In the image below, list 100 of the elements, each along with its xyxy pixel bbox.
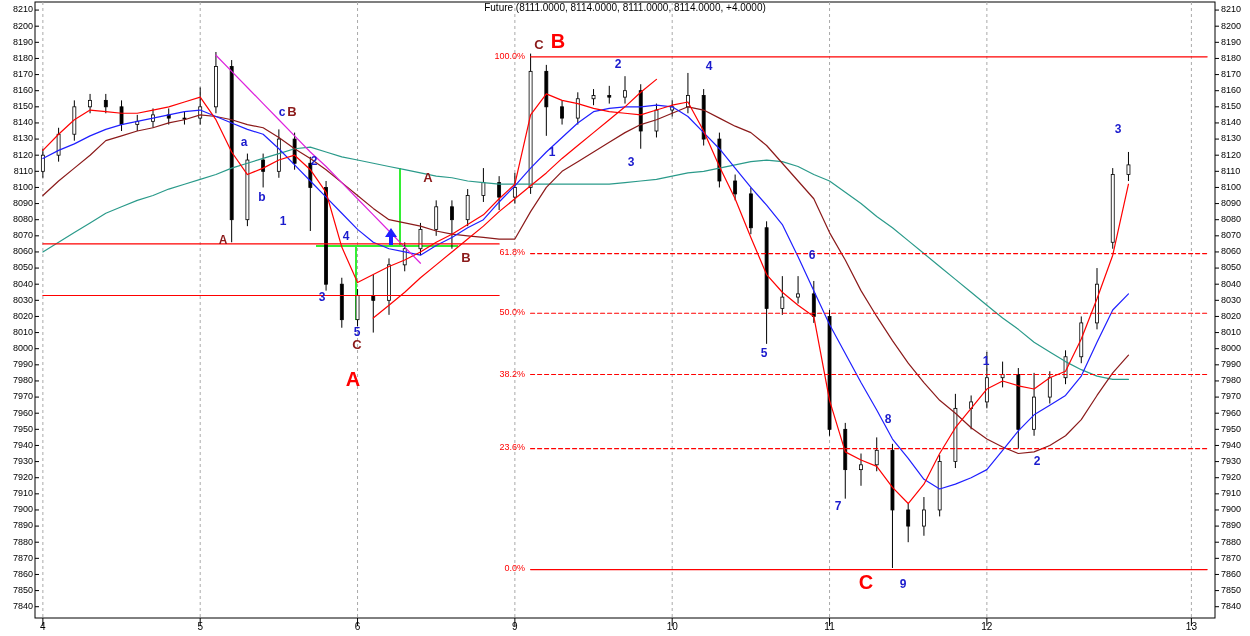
y-tick-label: 7880	[12, 536, 33, 547]
y-tick-label: 8170	[12, 68, 33, 79]
y-tick-label: 7850	[12, 584, 33, 595]
y2-tick-label: 8180	[1221, 52, 1242, 63]
y2-tick-label: 7840	[1221, 601, 1242, 612]
candlestick	[811, 280, 816, 324]
y-tick-label: 8130	[12, 133, 33, 144]
y-tick-label: 8100	[12, 181, 33, 192]
y2-tick-label: 7950	[1221, 423, 1242, 434]
y-tick-label: 8210	[12, 4, 33, 15]
candlestick	[261, 153, 266, 188]
y-tick-label: 7870	[12, 552, 33, 563]
annotation: 9	[899, 577, 907, 592]
y2-tick-label: 7920	[1221, 472, 1242, 483]
candlestick	[450, 199, 454, 250]
y-tick-label: 8180	[12, 52, 33, 63]
y2-tick-label: 8210	[1221, 4, 1242, 15]
y2-tick-label: 8100	[1221, 181, 1242, 192]
y2-tick-label: 8070	[1221, 230, 1242, 241]
x-tick-label: 4	[40, 621, 47, 632]
annotation: 23.6%	[499, 442, 525, 453]
candlestick	[560, 99, 564, 126]
y2-tick-label: 8110	[1221, 165, 1241, 176]
candlestick	[497, 175, 502, 211]
annotation: B	[287, 104, 297, 120]
y2-tick-label: 7880	[1221, 536, 1242, 547]
y-tick-label: 7910	[12, 488, 33, 499]
y2-tick-label: 8040	[1221, 278, 1242, 289]
annotation: 1	[279, 214, 287, 229]
candlestick	[434, 199, 439, 237]
y-tick-label: 7900	[12, 504, 33, 515]
candlestick	[481, 167, 486, 203]
candlestick	[623, 75, 627, 105]
x-tick-label: 6	[354, 621, 361, 632]
y2-tick-label: 8050	[1221, 262, 1242, 273]
y2-tick-label: 7870	[1221, 552, 1242, 563]
line-series	[215, 54, 422, 264]
annotation: 100.0%	[494, 51, 525, 62]
y-tick-label: 7970	[12, 391, 33, 402]
y2-tick-label: 7910	[1221, 488, 1242, 499]
annotation: B	[461, 249, 471, 265]
y-tick-label: 8050	[12, 262, 33, 273]
chart-title: Future (8111.0000, 8114.0000, 8111.0000, 8114.0000, +4.0000)	[484, 2, 766, 13]
y2-tick-label: 8190	[1221, 36, 1242, 47]
candlestick	[88, 93, 92, 114]
annotation: 0.0%	[504, 563, 525, 574]
candlestick	[780, 275, 785, 316]
y-tick-label: 8080	[12, 214, 33, 225]
annotation: 5	[760, 346, 768, 361]
y2-tick-label: 8000	[1221, 343, 1242, 354]
y2-tick-label: 7940	[1221, 439, 1242, 450]
annotation: b	[258, 190, 266, 205]
annotation: 61.8%	[499, 247, 525, 258]
annotation: C	[858, 571, 874, 594]
candlestick	[371, 274, 376, 334]
candlestick	[796, 275, 800, 305]
candlestick	[56, 127, 61, 163]
y-tick-label: 8060	[12, 246, 33, 257]
y2-tick-label: 8060	[1221, 246, 1242, 257]
y-tick-label: 8150	[12, 101, 33, 112]
y2-tick-label: 7850	[1221, 584, 1242, 595]
y2-tick-label: 8090	[1221, 197, 1242, 208]
annotation: A	[423, 170, 434, 186]
x-tick-label: 9	[512, 621, 519, 632]
annotation: 4	[705, 59, 713, 74]
candlestick	[1047, 370, 1052, 405]
candlestick	[969, 394, 974, 430]
y2-tick-label: 7980	[1221, 375, 1242, 386]
annotation: 7	[834, 499, 842, 514]
y-tick-label: 8190	[12, 36, 33, 47]
annotation: A	[345, 368, 361, 391]
y-tick-label: 8120	[12, 149, 33, 160]
candlestick	[733, 174, 738, 201]
annotation: a	[240, 135, 248, 150]
candlestick	[119, 99, 124, 132]
candlestick	[103, 93, 108, 114]
x-tick-label: 13	[1185, 621, 1198, 632]
y-tick-label: 7920	[12, 472, 33, 483]
y-tick-label: 8010	[12, 326, 33, 337]
y-tick-label: 8030	[12, 294, 33, 305]
candlestick	[859, 453, 863, 487]
y-tick-label: 8020	[12, 310, 33, 321]
annotation: 3	[627, 155, 635, 170]
y2-tick-label: 7990	[1221, 359, 1242, 370]
annotation: 2	[614, 57, 622, 72]
y-tick-label: 7950	[12, 423, 33, 434]
y2-tick-label: 8130	[1221, 133, 1242, 144]
annotation: 4	[342, 228, 350, 243]
y2-tick-label: 8080	[1221, 214, 1242, 225]
candlestick	[575, 91, 580, 126]
candlestick	[922, 496, 926, 537]
annotation: 2	[1033, 454, 1041, 469]
y2-tick-label: 7900	[1221, 504, 1242, 515]
y2-tick-label: 8020	[1221, 310, 1242, 321]
y-tick-label: 8040	[12, 278, 33, 289]
annotation: 1	[548, 145, 556, 160]
y2-tick-label: 8140	[1221, 117, 1242, 128]
x-tick-label: 10	[666, 621, 679, 632]
y-tick-label: 8160	[12, 85, 33, 96]
candlestick	[151, 107, 155, 129]
